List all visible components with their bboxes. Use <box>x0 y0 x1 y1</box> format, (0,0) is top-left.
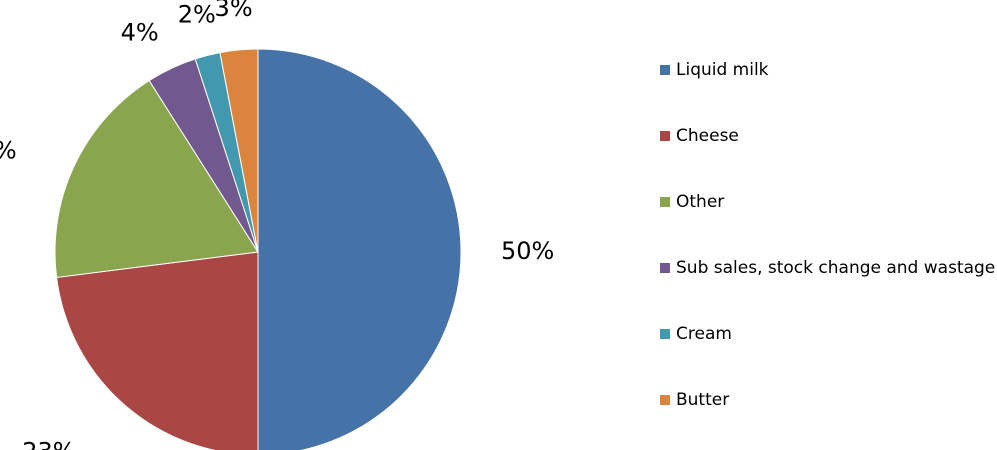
legend-label-sub-sales: Sub sales, stock change and wastage <box>676 258 996 278</box>
pie-slice-other <box>54 79 259 278</box>
legend-swatch-other <box>660 197 670 207</box>
pie-slice-cheese <box>56 251 259 450</box>
data-label-other: 18% <box>0 137 17 165</box>
data-label-sub-sales-stock-change-and-wastage: 4% <box>121 19 159 47</box>
legend-item-butter: Butter <box>660 390 729 410</box>
legend-swatch-sub-sales <box>660 263 670 273</box>
legend-swatch-liquid-milk <box>660 65 670 75</box>
data-label-cheese: 23% <box>22 438 75 450</box>
legend-swatch-butter <box>660 395 670 405</box>
data-label-liquid-milk: 50% <box>501 237 554 265</box>
legend-label-liquid-milk: Liquid milk <box>676 60 769 80</box>
legend-item-cheese: Cheese <box>660 126 739 146</box>
pie-slice-butter <box>219 48 259 253</box>
legend-item-other: Other <box>660 192 724 212</box>
legend-item-cream: Cream <box>660 324 732 344</box>
legend-label-other: Other <box>676 192 725 212</box>
legend-label-cream: Cream <box>676 324 732 344</box>
legend-swatch-cream <box>660 329 670 339</box>
legend-item-liquid-milk: Liquid milk <box>660 60 769 80</box>
legend-label-butter: Butter <box>676 390 730 410</box>
pie-slice-liquid-milk <box>257 48 462 450</box>
data-label-butter: 3% <box>215 0 253 22</box>
legend-label-cheese: Cheese <box>676 126 739 146</box>
data-label-cream: 2% <box>178 1 216 29</box>
legend-swatch-cheese <box>660 131 670 141</box>
legend-item-sub-sales: Sub sales, stock change and wastage <box>660 258 995 278</box>
